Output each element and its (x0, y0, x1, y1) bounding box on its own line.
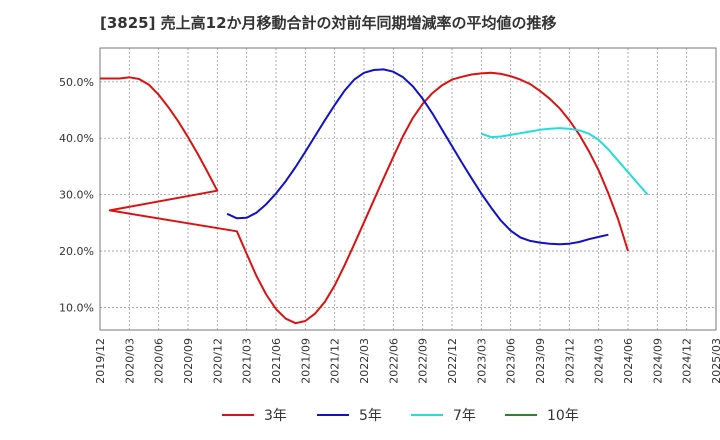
legend-label: 5年 (359, 408, 382, 424)
y-tick-label: 50.0% (59, 76, 94, 89)
x-tick-label: 2021/09 (299, 338, 312, 384)
legend-swatch (505, 414, 537, 416)
legend-label: 7年 (453, 408, 476, 424)
x-tick-label: 2024/03 (593, 338, 606, 384)
x-tick-label: 2024/12 (681, 338, 694, 384)
x-tick-label: 2022/03 (358, 338, 371, 384)
x-tick-label: 2024/06 (622, 338, 635, 384)
x-tick-label: 2022/06 (387, 338, 400, 384)
y-tick-label: 30.0% (59, 189, 94, 202)
legend-item: 3年 (222, 404, 287, 426)
x-tick-label: 2021/12 (329, 338, 342, 384)
legend-swatch (317, 414, 349, 416)
legend-swatch (411, 414, 443, 416)
y-tick-label: 40.0% (59, 132, 94, 145)
series-lines (100, 68, 649, 325)
x-tick-label: 2021/03 (241, 338, 254, 384)
x-tick-label: 2025/03 (710, 338, 720, 384)
x-tick-label: 2023/12 (563, 338, 576, 384)
x-tick-label: 2022/09 (417, 338, 430, 384)
plot-area (99, 47, 717, 331)
legend: 3年 5年 7年 10年 (0, 404, 720, 426)
x-tick-label: 2023/06 (505, 338, 518, 384)
y-tick-label: 10.0% (59, 301, 94, 314)
x-tick-label: 2020/06 (153, 338, 166, 384)
gridlines (99, 48, 717, 330)
x-tick-label: 2022/12 (446, 338, 459, 384)
series-line-7年 (480, 127, 649, 196)
legend-label: 3年 (264, 408, 287, 424)
x-tick-label: 2021/06 (270, 338, 283, 384)
series-line-5年 (226, 68, 609, 246)
x-tick-label: 2020/12 (211, 338, 224, 384)
legend-item: 7年 (411, 404, 476, 426)
y-axis-tick-labels: 10.0% 20.0% 30.0% 40.0% 50.0% (59, 76, 94, 315)
x-tick-label: 2020/09 (182, 338, 195, 384)
legend-item: 5年 (317, 404, 382, 426)
x-tick-label: 2023/03 (475, 338, 488, 384)
x-tick-label: 2019/12 (94, 338, 107, 384)
legend-item: 10年 (505, 404, 579, 426)
x-tick-label: 2024/09 (651, 338, 664, 384)
x-tick-label: 2023/09 (534, 338, 547, 384)
x-tick-label: 2020/03 (123, 338, 136, 384)
y-tick-label: 20.0% (59, 245, 94, 258)
legend-swatch (222, 414, 254, 416)
series-line-3年 (100, 71, 629, 325)
x-axis-tick-labels: 2019/12 2020/03 2020/06 2020/09 2020/12 2021/… (94, 338, 720, 384)
chart-title: [3825] 売上高12か月移動合計の対前年同期増減率の平均値の推移 (100, 14, 557, 32)
legend-label: 10年 (547, 408, 579, 424)
